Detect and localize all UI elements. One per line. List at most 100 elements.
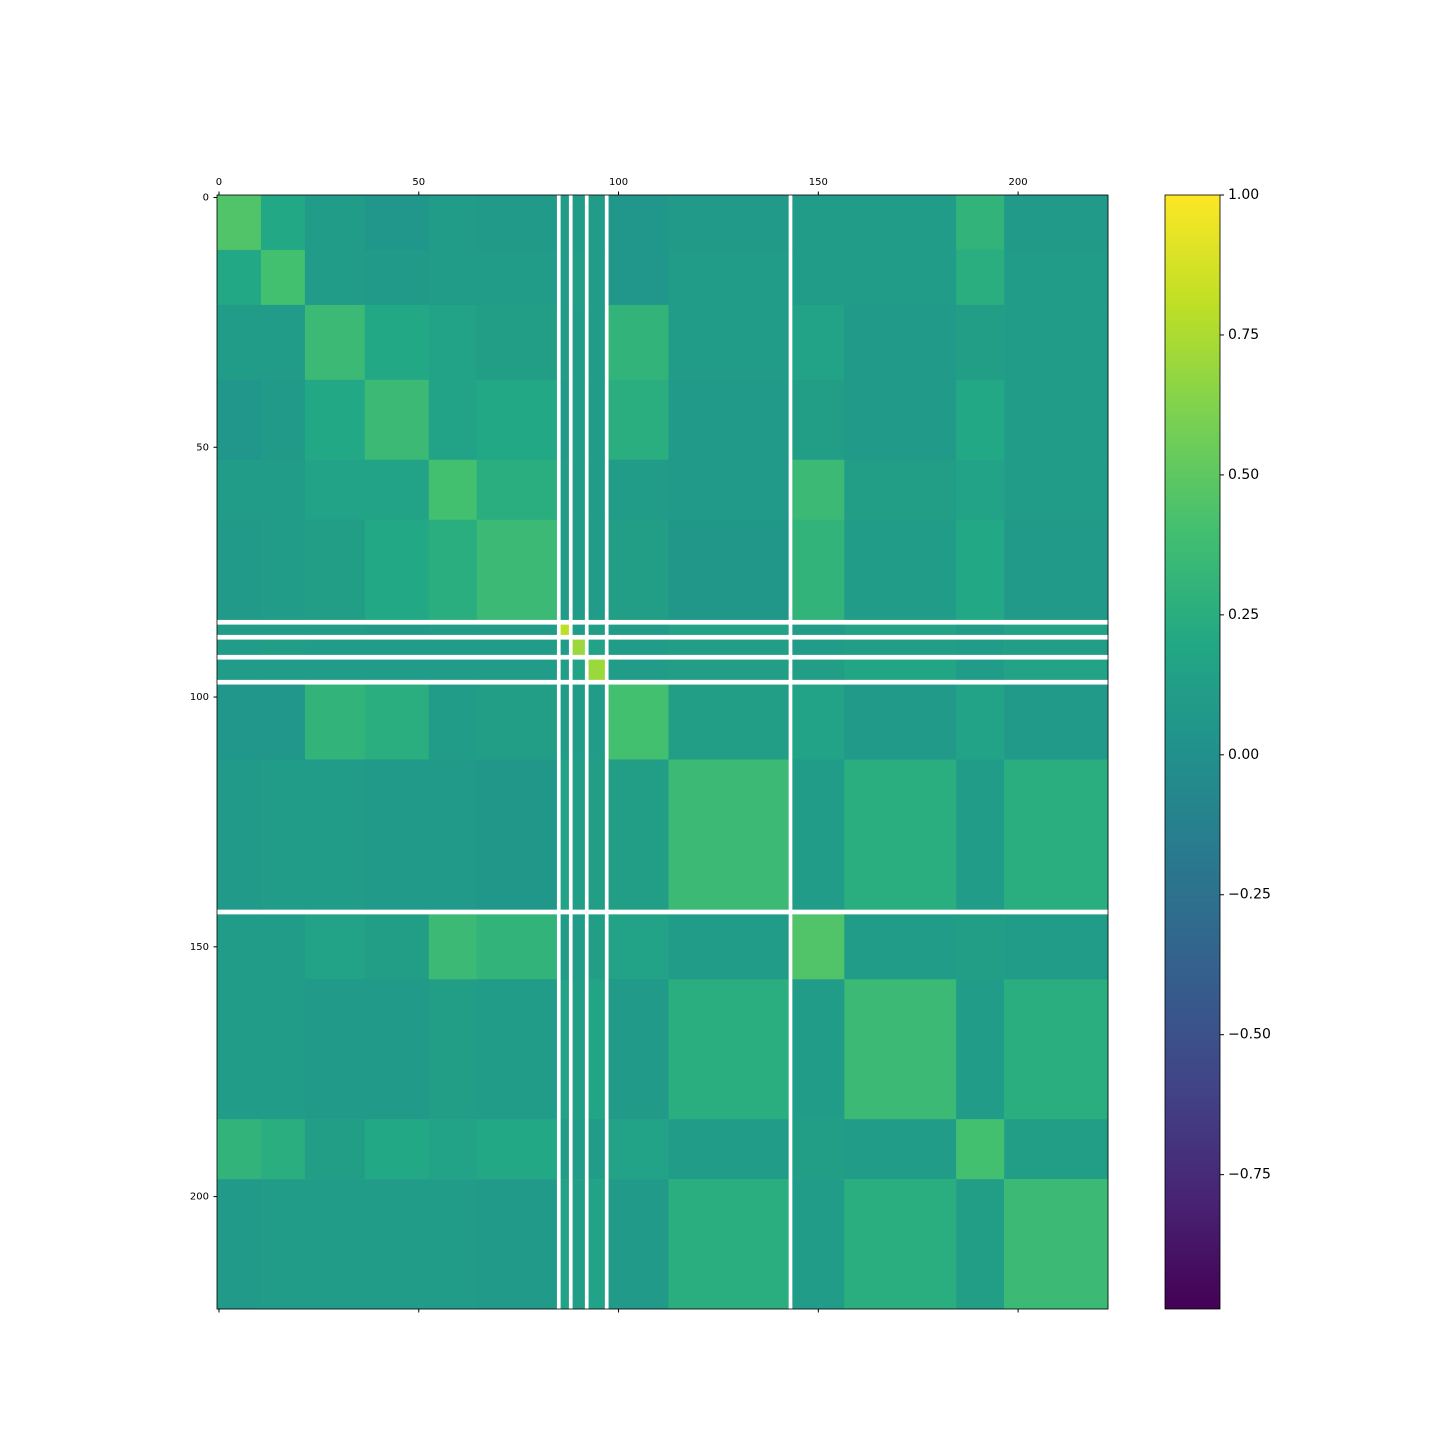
heatmap-cell	[844, 979, 957, 1120]
heatmap-cell	[792, 379, 845, 461]
heatmap-cell	[260, 979, 306, 1120]
heatmap-cell	[1004, 304, 1109, 381]
heatmap-cell	[364, 195, 430, 251]
heatmap-cell	[476, 304, 557, 381]
heatmap-cell	[428, 659, 478, 680]
heatmap-cell	[1004, 519, 1109, 620]
heatmap-cell	[260, 249, 306, 306]
heatmap-cell	[572, 759, 585, 910]
heatmap-cell	[364, 684, 430, 760]
heatmap-cell	[572, 519, 585, 620]
heatmap-cell	[217, 379, 262, 461]
heatmap-cell	[260, 639, 306, 655]
heatmap-cell	[588, 684, 605, 760]
heatmap-cell	[1004, 624, 1109, 635]
heatmap-cell	[588, 979, 605, 1120]
heatmap-cell	[792, 759, 845, 910]
heatmap-cell	[608, 759, 669, 910]
heatmap-cell	[1004, 639, 1109, 655]
heatmap-cell	[476, 519, 557, 620]
heatmap-cell	[588, 914, 605, 980]
heatmap-cell	[476, 1179, 557, 1310]
heatmap-cell	[792, 684, 845, 760]
heatmap-cell	[588, 379, 605, 461]
heatmap-cell	[1004, 1119, 1109, 1180]
heatmap-cell	[572, 379, 585, 461]
colorbar-tick-label: 0.25	[1228, 607, 1259, 623]
heatmap-cell	[956, 624, 1005, 635]
heatmap-cell	[844, 249, 957, 306]
heatmap-cell	[844, 659, 957, 680]
heatmap-cell	[792, 195, 845, 251]
heatmap-cell	[608, 639, 669, 655]
heatmap-cell	[844, 639, 957, 655]
heatmap-cell	[304, 684, 366, 760]
heatmap-cell	[588, 519, 605, 620]
heatmap-cell	[260, 459, 306, 521]
heatmap-cell	[1004, 684, 1109, 760]
heatmap-cell	[608, 519, 669, 620]
heatmap-cell	[560, 379, 569, 461]
x-tick-label: 100	[609, 177, 628, 188]
heatmap-cell	[304, 304, 366, 381]
heatmap-cell	[608, 1179, 669, 1310]
heatmap-cell	[844, 195, 957, 251]
heatmap-cell	[572, 1179, 585, 1310]
heatmap-cell	[560, 195, 569, 251]
heatmap-cell	[956, 759, 1005, 910]
heatmap-cell	[304, 639, 366, 655]
heatmap-cell	[217, 304, 262, 381]
heatmap-cell	[476, 195, 557, 251]
heatmap-cell	[428, 195, 478, 251]
heatmap-cell	[428, 639, 478, 655]
heatmap-cell	[217, 979, 262, 1120]
heatmap-cell	[956, 379, 1005, 461]
heatmap-cell	[792, 639, 845, 655]
heatmap-cell	[1004, 1179, 1109, 1310]
heatmap-cell	[668, 639, 789, 655]
heatmap-cell	[792, 659, 845, 680]
heatmap-cell	[956, 519, 1005, 620]
x-tick-label: 0	[216, 177, 222, 188]
heatmap-cell	[608, 195, 669, 251]
y-tick-label: 50	[196, 442, 209, 453]
heatmap-cell	[364, 519, 430, 620]
heatmap-cell	[428, 624, 478, 635]
heatmap-cell	[560, 249, 569, 306]
heatmap-cell	[428, 249, 478, 306]
heatmap-cell	[260, 379, 306, 461]
heatmap-cell	[668, 519, 789, 620]
heatmap-cell	[608, 659, 669, 680]
heatmap-cell	[1004, 379, 1109, 461]
heatmap-cell	[560, 639, 569, 655]
heatmap-cell	[560, 1179, 569, 1310]
heatmap-cell	[1004, 914, 1109, 980]
heatmap-cell	[844, 684, 957, 760]
heatmap-cell	[1004, 249, 1109, 306]
heatmap-cell	[304, 195, 366, 251]
heatmap-cell	[668, 914, 789, 980]
heatmap-cell	[572, 459, 585, 521]
heatmap-cell	[608, 249, 669, 306]
heatmap-cell	[364, 304, 430, 381]
heatmap-cell	[260, 195, 306, 251]
heatmap-cell	[844, 624, 957, 635]
heatmap-cell	[844, 519, 957, 620]
heatmap-cell	[560, 659, 569, 680]
heatmap-cell	[364, 459, 430, 521]
heatmap-cell	[1004, 459, 1109, 521]
heatmap-cell	[428, 379, 478, 461]
heatmap-cell	[476, 979, 557, 1120]
heatmap-cell	[608, 624, 669, 635]
heatmap-cell	[608, 304, 669, 381]
heatmap-cell	[608, 914, 669, 980]
heatmap-cell	[1004, 195, 1109, 251]
heatmap-cell	[304, 659, 366, 680]
heatmap-cell	[588, 304, 605, 381]
heatmap-cell	[364, 759, 430, 910]
heatmap-cell	[668, 195, 789, 251]
heatmap-cell	[844, 1179, 957, 1310]
heatmap-cell	[588, 195, 605, 251]
heatmap-cell	[792, 1179, 845, 1310]
